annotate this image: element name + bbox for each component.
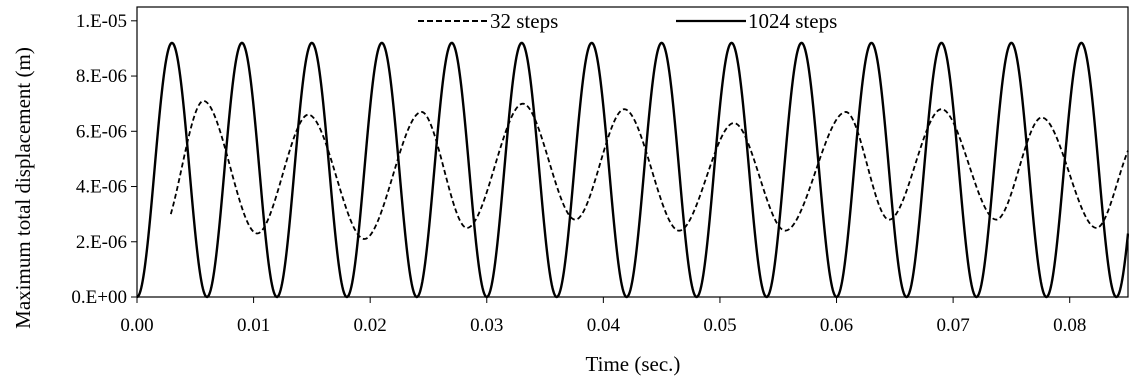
- legend-label-32-steps: 32 steps: [490, 9, 558, 33]
- y-tick-label: 4.E-06: [76, 177, 127, 198]
- plot-area: [136, 41, 1129, 299]
- legend: 32 steps 1024 steps: [418, 9, 837, 33]
- series-line-32-steps: [169, 99, 1129, 240]
- x-tick-label: 0.06: [820, 315, 853, 336]
- y-tick-label: 1.E-05: [76, 11, 127, 32]
- x-tick-label: 0.03: [470, 315, 503, 336]
- x-tick-label: 0.04: [587, 315, 621, 336]
- x-axis-title: Time (sec.): [586, 352, 681, 376]
- y-tick-label: 2.E-06: [76, 232, 127, 253]
- y-tick-label: 6.E-06: [76, 121, 127, 142]
- x-tick-label: 0.00: [120, 315, 153, 336]
- y-tick-label: 8.E-06: [76, 66, 127, 87]
- y-tick-label: 0.E+00: [71, 287, 127, 308]
- axes: 0.00 0.01 0.02 0.03 0.04 0.05 0.06 0.07 0.08 0.E+…: [71, 6, 1129, 336]
- x-tick-label: 0.07: [936, 315, 969, 336]
- legend-label-1024-steps: 1024 steps: [748, 9, 837, 33]
- x-tick-label: 0.01: [237, 315, 270, 336]
- x-tick-label: 0.08: [1053, 315, 1086, 336]
- series-line-1024-steps: [136, 41, 1129, 299]
- y-axis-title: Maximum total displacement (m): [11, 47, 35, 329]
- plot-frame: [136, 6, 1129, 298]
- x-tick-label: 0.02: [354, 315, 387, 336]
- x-tick-label: 0.05: [703, 315, 736, 336]
